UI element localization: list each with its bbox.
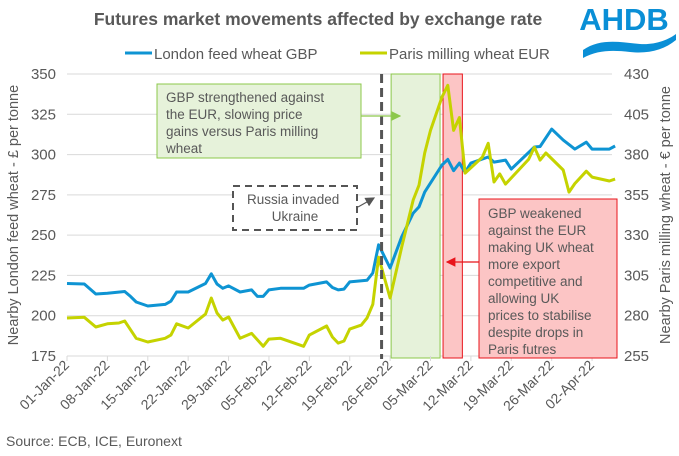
shaded-period (390, 73, 441, 359)
logo-wave-icon (583, 34, 676, 58)
logo-text: AHDB (579, 2, 669, 37)
y-right-tick-label: 355 (624, 187, 649, 204)
y-right-tick-label: 255 (624, 348, 649, 365)
y-left-tick-label: 200 (31, 308, 56, 325)
source-note: Source: ECB, ICE, Euronext (6, 433, 182, 449)
y-left-tick-label: 275 (31, 187, 56, 204)
annotation-arrow-russia (357, 197, 376, 208)
y-left-tick-label: 325 (31, 106, 56, 123)
y-left-tick-label: 250 (31, 227, 56, 244)
annotation-gbp-strengthened-box (156, 83, 362, 159)
annotation-gbp-strengthened: GBP strengthened against the EUR, slowin… (165, 90, 328, 156)
y-right-tick-label: 405 (624, 106, 649, 123)
y-left-tick-label: 300 (31, 147, 56, 164)
series-line-paris (66, 83, 616, 348)
y-right-tick-label: 430 (624, 66, 649, 83)
series-line-london (66, 127, 616, 308)
y-right-tick-label: 330 (624, 227, 649, 244)
annotation-russia-box (232, 185, 358, 231)
y-left-axis-title: Nearby London feed wheat - £ per tonne (6, 85, 22, 345)
y-left-tick-label: 225 (31, 267, 56, 284)
y-right-tick-label: 380 (624, 147, 649, 164)
annotation-gbp-weakened-box (478, 198, 618, 359)
y-right-axis-title: Nearby Paris milling wheat - € per tonne (658, 86, 674, 344)
shaded-period (442, 73, 463, 359)
chart-title: Futures market movements affected by exc… (94, 9, 543, 29)
annotation-gbp-weakened: GBP weakened against the EUR making UK w… (488, 206, 598, 357)
y-right-tick-label: 305 (624, 267, 649, 284)
annotation-russia: Russia invaded Ukraine (247, 192, 343, 224)
y-left-tick-label: 350 (31, 66, 56, 83)
logo: AHDB (579, 2, 676, 58)
y-left-tick-label: 175 (31, 348, 56, 365)
legend-label-london: London feed wheat GBP (154, 46, 317, 63)
legend: London feed wheat GBP Paris milling whea… (125, 46, 550, 63)
legend-label-paris: Paris milling wheat EUR (389, 46, 550, 63)
y-right-tick-label: 280 (624, 308, 649, 325)
